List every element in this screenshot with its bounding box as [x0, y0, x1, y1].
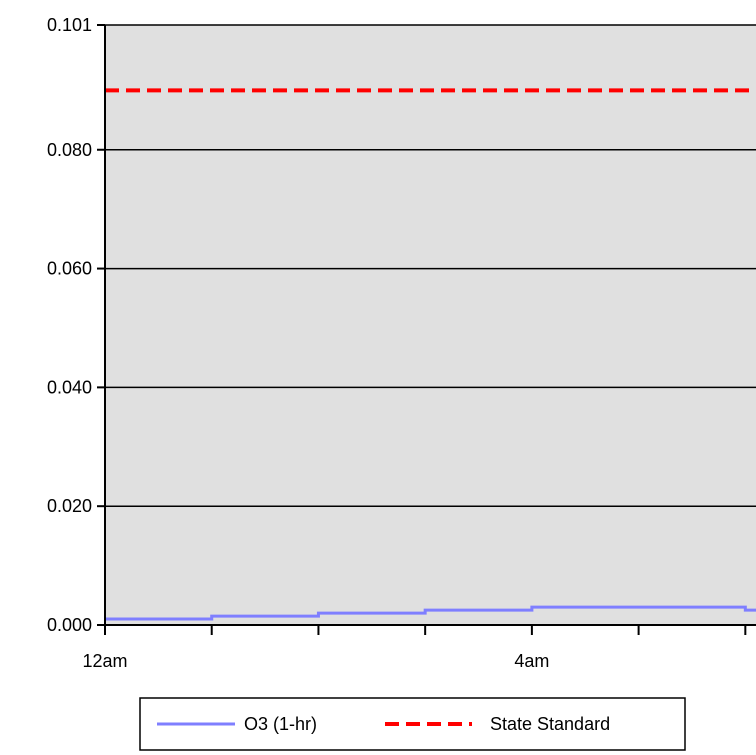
legend: O3 (1-hr) State Standard [139, 697, 686, 751]
y-tick-label: 0.040 [47, 377, 92, 397]
legend-label-o3: O3 (1-hr) [244, 714, 317, 734]
axes [97, 24, 756, 635]
y-tick-label: 0.020 [47, 496, 92, 516]
y-tick-label: 0.101 [47, 15, 92, 35]
y-tick-labels: 0.000 0.020 0.040 0.060 0.080 0.101 [47, 15, 92, 635]
y-tick-label: 0.060 [47, 259, 92, 279]
legend-label-state-standard: State Standard [490, 714, 610, 734]
x-tick-label: 12am [82, 651, 127, 671]
y-tick-label: 0.080 [47, 140, 92, 160]
series-layer [105, 88, 756, 621]
plot-area [105, 25, 756, 625]
x-tick-label: 4am [514, 651, 549, 671]
series-line-0 [105, 605, 756, 621]
x-tick-labels: 12am 4am [82, 651, 549, 671]
y-tick-label: 0.000 [47, 615, 92, 635]
